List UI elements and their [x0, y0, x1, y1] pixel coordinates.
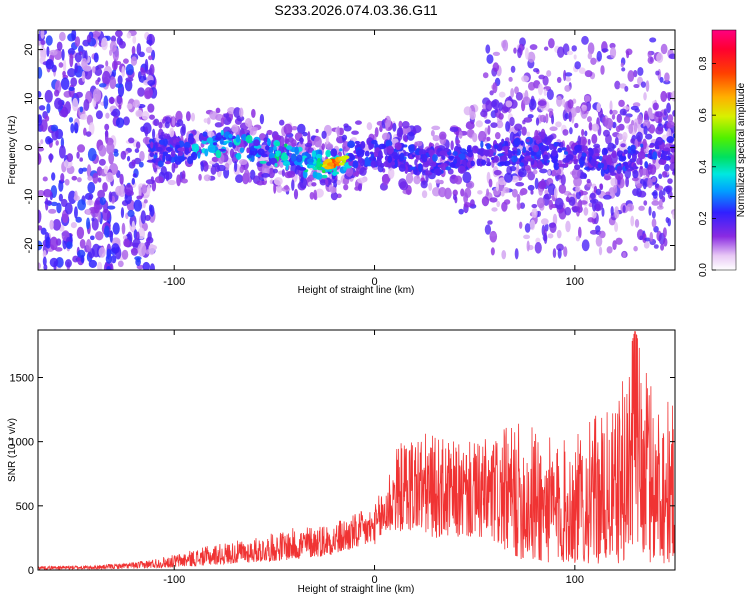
- spectrogram-x-tick-label: -100: [163, 276, 185, 288]
- snr-y-tick-label: 0: [28, 565, 34, 577]
- colorbar-label: Normalized spectral amplitude: [736, 82, 747, 217]
- snr-series-line: [38, 331, 675, 570]
- snr-panel: -100 0 100 0 500 1000 1500 Height of straight…: [7, 329, 676, 595]
- spectrogram-y-tick-label: 10: [23, 92, 35, 104]
- snr-x-tick-label: -100: [163, 574, 185, 586]
- snr-y-tick-label: 1000: [10, 437, 34, 449]
- colorbar: 0.0 0.2 0.4 0.6 0.8 Normalized spectral ampl…: [698, 29, 747, 277]
- snr-x-ticks: -100 0 100: [163, 330, 584, 586]
- spectrogram-x-tick-label: 100: [566, 276, 584, 288]
- spectrogram-x-label: Height of straight line (km): [298, 285, 415, 296]
- spectrogram-frame: [37, 29, 676, 271]
- colorbar-tick-label: 0.4: [698, 159, 709, 173]
- snr-y-ticks: 0 500 1000 1500: [10, 372, 675, 577]
- colorbar-ticks: 0.0 0.2 0.4 0.6 0.8: [698, 56, 716, 277]
- colorbar-tick-label: 0.6: [698, 108, 709, 122]
- snr-y-tick-label: 1500: [10, 372, 34, 384]
- snr-x-label: Height of straight line (km): [298, 584, 415, 595]
- spectrogram-y-tick-label: -20: [23, 238, 35, 254]
- colorbar-tick-label: 0.2: [698, 211, 709, 225]
- spectrogram-y-label: Frequency (Hz): [7, 116, 18, 185]
- spectrogram-y-tick-label: 0: [23, 144, 35, 150]
- chart-title: S233.2026.074.03.36.G11: [274, 2, 437, 18]
- spectrogram-y-tick-label: -10: [23, 189, 35, 205]
- snr-x-tick-label: 0: [371, 574, 377, 586]
- snr-y-tick-label: 500: [16, 501, 34, 513]
- spectrogram-y-tick-label: 20: [23, 43, 35, 55]
- spectrogram-x-tick-label: 0: [371, 276, 377, 288]
- colorbar-tick-label: 0.0: [698, 263, 709, 277]
- spectrogram-y-ticks: 20 10 0 -10 -20: [23, 43, 675, 253]
- colorbar-gradient: [711, 29, 737, 271]
- spectrogram-heatmap: [38, 30, 675, 270]
- snr-x-tick-label: 100: [566, 574, 584, 586]
- colorbar-tick-label: 0.8: [698, 56, 709, 70]
- snr-y-label: SNR (10 * v/v): [7, 418, 18, 482]
- snr-frame: [37, 329, 676, 571]
- spectrogram-x-ticks: -100 0 100: [163, 30, 584, 288]
